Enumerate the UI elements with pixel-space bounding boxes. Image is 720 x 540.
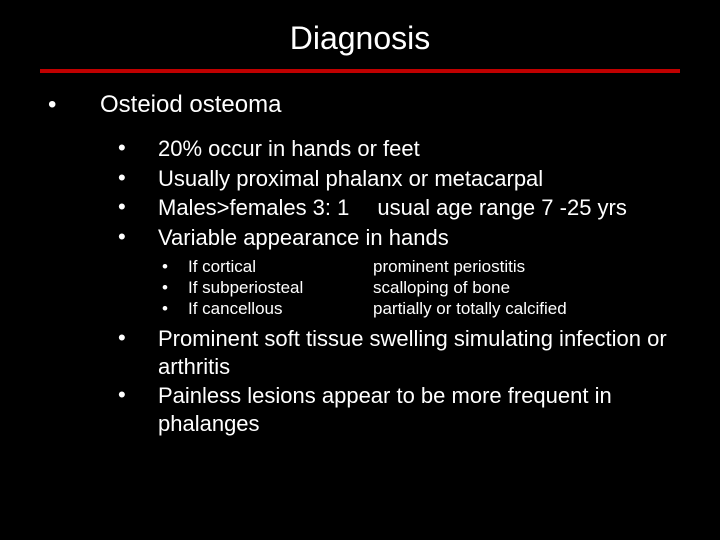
level3-col2: scalloping of bone xyxy=(373,278,510,298)
bullet-level2: • 20% occur in hands or feet xyxy=(118,135,680,163)
bullet-level3: • If cortical prominent periostitis xyxy=(158,257,680,277)
bullet-dot: • xyxy=(118,325,158,380)
level2-text: Usually proximal phalanx or metacarpal xyxy=(158,165,543,193)
level3-col1: If cortical xyxy=(188,257,373,277)
level2-group-b: • Prominent soft tissue swelling simulat… xyxy=(40,325,680,437)
slide: Diagnosis • Osteiod osteoma • 20% occur … xyxy=(0,0,720,540)
level3-group: • If cortical prominent periostitis • If… xyxy=(40,257,680,319)
bullet-level3: • If subperiosteal scalloping of bone xyxy=(158,278,680,298)
level3-col1: If subperiosteal xyxy=(188,278,373,298)
title-divider xyxy=(40,69,680,73)
level3-col2: prominent periostitis xyxy=(373,257,525,277)
bullet-level2: • Usually proximal phalanx or metacarpal xyxy=(118,165,680,193)
level2-text: Males>females 3: 1 usual age range 7 -25 … xyxy=(158,194,627,222)
slide-title: Diagnosis xyxy=(40,20,680,57)
bullet-dot: • xyxy=(40,91,100,119)
bullet-level2: • Prominent soft tissue swelling simulat… xyxy=(118,325,680,380)
level3-text: If subperiosteal scalloping of bone xyxy=(188,278,510,298)
bullet-level2: • Males>females 3: 1 usual age range 7 -2… xyxy=(118,194,680,222)
bullet-dot: • xyxy=(118,194,158,222)
level2-group-a: • 20% occur in hands or feet • Usually p… xyxy=(40,135,680,251)
bullet-dot: • xyxy=(158,299,188,319)
level2-text: Prominent soft tissue swelling simulatin… xyxy=(158,325,680,380)
bullet-dot: • xyxy=(158,257,188,277)
level2-text-a: Males>females 3: 1 xyxy=(158,195,349,220)
bullet-level3: • If cancellous partially or totally cal… xyxy=(158,299,680,319)
level2-text-b: usual age range 7 -25 yrs xyxy=(377,195,627,220)
level3-col1: If cancellous xyxy=(188,299,373,319)
bullet-dot: • xyxy=(118,165,158,193)
bullet-dot: • xyxy=(118,224,158,252)
bullet-dot: • xyxy=(118,382,158,437)
bullet-dot: • xyxy=(118,135,158,163)
level1-text: Osteiod osteoma xyxy=(100,91,281,119)
level2-text: Painless lesions appear to be more frequ… xyxy=(158,382,680,437)
level3-text: If cortical prominent periostitis xyxy=(188,257,525,277)
level2-text: Variable appearance in hands xyxy=(158,224,449,252)
bullet-level1: • Osteiod osteoma xyxy=(40,91,680,119)
level2-text: 20% occur in hands or feet xyxy=(158,135,420,163)
level3-col2: partially or totally calcified xyxy=(373,299,567,319)
bullet-dot: • xyxy=(158,278,188,298)
bullet-level2: • Variable appearance in hands xyxy=(118,224,680,252)
bullet-level2: • Painless lesions appear to be more fre… xyxy=(118,382,680,437)
level3-text: If cancellous partially or totally calci… xyxy=(188,299,567,319)
